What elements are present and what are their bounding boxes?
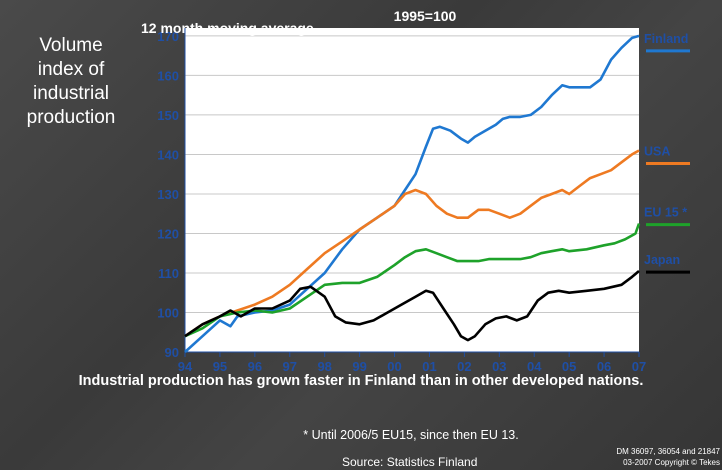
x-tick-label: 94 — [178, 359, 193, 374]
legend-label: Japan — [644, 253, 680, 267]
x-tick-label: 96 — [248, 359, 262, 374]
x-tick-label: 01 — [422, 359, 436, 374]
legend-label: Finland — [644, 32, 688, 46]
y-tick-label: 110 — [158, 266, 179, 281]
x-tick-label: 07 — [632, 359, 646, 374]
y-tick-label: 160 — [157, 68, 179, 83]
series-line — [184, 149, 640, 338]
x-tick-label: 99 — [352, 359, 366, 374]
series-line — [184, 270, 640, 342]
legend-label: USA — [644, 144, 670, 158]
y-tick-label: 120 — [157, 226, 179, 241]
y-tick-label: 150 — [157, 108, 179, 123]
x-tick-label: 02 — [457, 359, 471, 374]
y-tick-label: 100 — [157, 305, 179, 320]
series-line — [184, 223, 641, 338]
y-tick-label: 140 — [157, 147, 179, 162]
x-tick-label: 03 — [492, 359, 506, 374]
x-tick-label: 98 — [317, 359, 331, 374]
y-tick-label: 130 — [157, 187, 179, 202]
x-tick-label: 95 — [213, 359, 227, 374]
caption: Industrial production has grown faster i… — [78, 373, 644, 389]
x-tick-label: 04 — [527, 359, 542, 374]
x-tick-label: 00 — [387, 359, 401, 374]
slide-title: Volume index of industrial production — [26, 35, 116, 128]
x-tick-label: 06 — [597, 359, 611, 374]
x-tick-label: 05 — [562, 359, 576, 374]
credits: DM 36097, 36054 and 21847 03-2007 Copyri… — [616, 447, 720, 467]
legend-label: EU 15 * — [644, 206, 687, 220]
chart-title: 1995=100 — [393, 8, 457, 24]
x-tick-label: 97 — [283, 359, 297, 374]
series-line — [184, 34, 640, 353]
source: Source: Statistics Finland — [342, 455, 478, 469]
y-tick-label: 170 — [157, 29, 179, 44]
footnote: * Until 2006/5 EU15, since then EU 13. — [303, 428, 519, 442]
y-tick-label: 90 — [165, 345, 179, 360]
chart-subtitle: 12 month moving average — [141, 20, 314, 36]
